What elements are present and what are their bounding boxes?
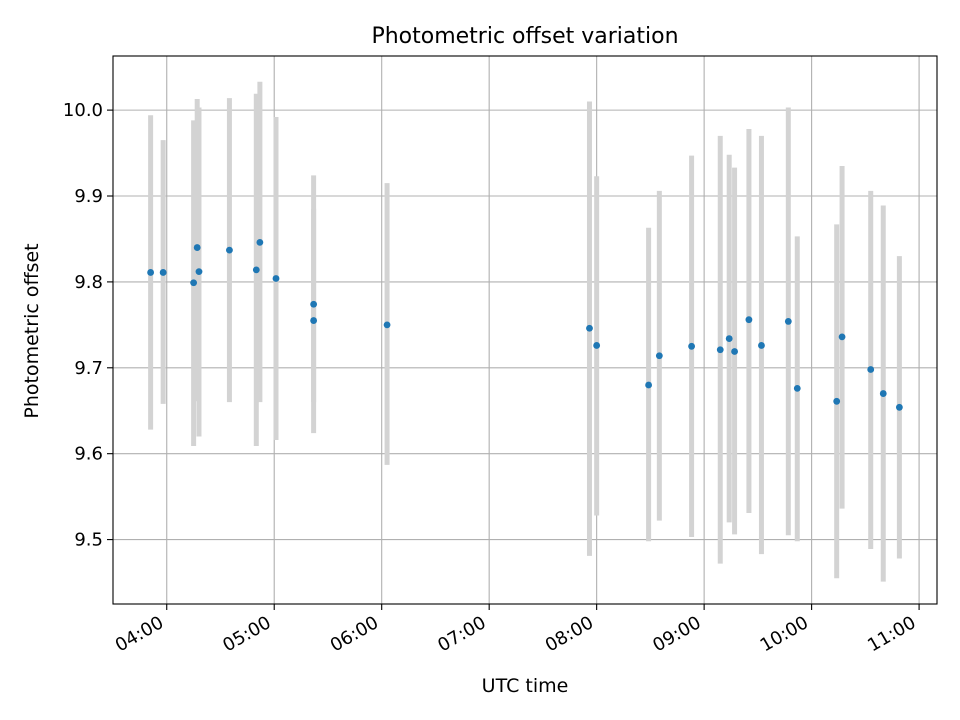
y-axis-label: Photometric offset: [21, 243, 43, 418]
data-point: [784, 318, 792, 325]
data-point: [688, 342, 695, 350]
data-points: [147, 238, 903, 411]
data-point: [159, 269, 167, 276]
data-point: [833, 397, 841, 405]
y-tick-label: 9.6: [74, 444, 103, 465]
data-point: [147, 269, 155, 276]
data-point: [310, 300, 318, 308]
data-point: [226, 246, 233, 254]
data-point: [867, 366, 875, 373]
data-point: [895, 403, 903, 411]
chart-title: Photometric offset variation: [371, 24, 678, 49]
data-point: [745, 316, 753, 324]
data-point: [586, 324, 593, 332]
plot-frame: [112, 55, 938, 605]
data-point: [195, 268, 203, 275]
data-point: [731, 348, 738, 355]
y-tick-label: 9.5: [74, 530, 103, 551]
data-point: [256, 238, 264, 246]
x-axis-label: UTC time: [482, 675, 569, 697]
data-point: [310, 317, 318, 324]
y-tick-label: 10.0: [63, 100, 103, 121]
data-point: [252, 266, 260, 274]
data-point: [645, 381, 652, 389]
y-tick-label: 9.7: [74, 358, 103, 379]
data-point: [655, 352, 663, 360]
data-point: [716, 346, 724, 354]
data-point: [793, 385, 801, 392]
y-tick-label: 9.8: [74, 272, 103, 293]
data-point: [879, 390, 887, 397]
y-axis-ticks: 9.5 9.6 9.7 9.8 9.9 10.0: [63, 100, 113, 551]
data-point: [725, 335, 733, 342]
data-point: [838, 333, 846, 341]
data-point: [272, 275, 280, 282]
data-point: [190, 279, 198, 287]
data-point: [593, 342, 601, 349]
data-point: [383, 321, 391, 329]
data-point: [758, 342, 765, 349]
data-point: [193, 244, 201, 251]
y-tick-label: 9.9: [74, 186, 103, 207]
